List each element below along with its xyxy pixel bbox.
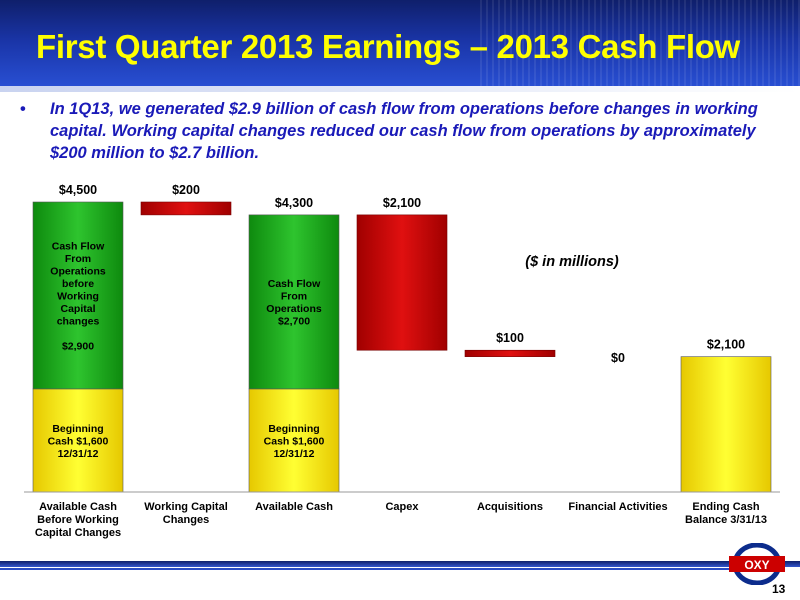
header-shade bbox=[0, 86, 800, 92]
bar-segment-text: From bbox=[281, 291, 307, 303]
bar-segment-5-1 bbox=[464, 349, 556, 357]
bar-segment-text: Cash Flow bbox=[52, 240, 105, 252]
x-tick-label: Available Cash bbox=[39, 501, 117, 513]
bullet-text: In 1Q13, we generated $2.9 billion of ca… bbox=[50, 100, 758, 162]
bar-segment-7-1 bbox=[680, 356, 772, 493]
bar-segment-1-2 bbox=[32, 201, 124, 390]
bar-segment-4-1 bbox=[356, 214, 448, 351]
x-tick-label: Before Working bbox=[37, 514, 119, 526]
bar-value-label: $200 bbox=[172, 183, 200, 197]
x-tick-label: Capital Changes bbox=[35, 527, 121, 539]
x-tick-label: Working Capital bbox=[144, 501, 228, 513]
footer-rule bbox=[0, 561, 800, 567]
slide-header: First Quarter 2013 Earnings – 2013 Cash … bbox=[0, 0, 800, 92]
bar-segment-2-1 bbox=[140, 201, 232, 216]
x-tick-label: Financial Activities bbox=[568, 501, 667, 513]
bar-segment-text: Cash $1,600 bbox=[48, 435, 109, 447]
bar-value-label: $100 bbox=[496, 331, 524, 345]
units-note: ($ in millions) bbox=[525, 254, 619, 270]
bar-value-label: $2,100 bbox=[707, 338, 745, 352]
bar-segment-text: $2,900 bbox=[62, 340, 94, 352]
x-tick-label: Balance 3/31/13 bbox=[685, 514, 767, 526]
bar-segment-3-1 bbox=[248, 388, 340, 493]
slide-title: First Quarter 2013 Earnings – 2013 Cash … bbox=[36, 28, 740, 65]
page-number: 13 bbox=[772, 582, 786, 596]
bar-segment-text: Beginning bbox=[52, 423, 103, 435]
bar-segment-text: Working bbox=[57, 290, 99, 302]
bar-segment-text: Operations bbox=[266, 303, 322, 315]
bar-value-label: $4,500 bbox=[59, 183, 97, 197]
x-tick-label: Acquisitions bbox=[477, 501, 543, 513]
bar-value-label: $2,100 bbox=[383, 196, 421, 210]
bar-segment-text: $2,700 bbox=[278, 316, 310, 328]
bar-segment-text: 12/31/12 bbox=[274, 448, 315, 460]
bullet-marker: • bbox=[20, 100, 26, 118]
bar-value-label: $0 bbox=[611, 351, 625, 365]
bar-segment-text: From bbox=[65, 253, 91, 265]
bar-segment-3-2 bbox=[248, 214, 340, 390]
bar-segment-text: changes bbox=[57, 315, 100, 327]
oxy-logo: OXY bbox=[729, 543, 785, 585]
x-tick-label: Changes bbox=[163, 514, 209, 526]
x-tick-label: Available Cash bbox=[255, 501, 333, 513]
header-stripes bbox=[480, 0, 800, 92]
bar-value-label: $4,300 bbox=[275, 196, 313, 210]
bar-segment-text: Operations bbox=[50, 265, 106, 277]
bar-segment-text: before bbox=[62, 278, 94, 290]
bar-segment-text: Beginning bbox=[268, 423, 319, 435]
bar-segment-text: Cash Flow bbox=[268, 278, 321, 290]
x-tick-label: Capex bbox=[385, 501, 419, 513]
bar-segment-text: Cash $1,600 bbox=[264, 435, 325, 447]
svg-text:OXY: OXY bbox=[744, 558, 769, 572]
bar-segment-text: Capital bbox=[60, 303, 95, 315]
x-tick-label: Ending Cash bbox=[692, 501, 760, 513]
footer-rule-thin bbox=[0, 568, 730, 570]
bar-segment-text: 12/31/12 bbox=[58, 448, 99, 460]
